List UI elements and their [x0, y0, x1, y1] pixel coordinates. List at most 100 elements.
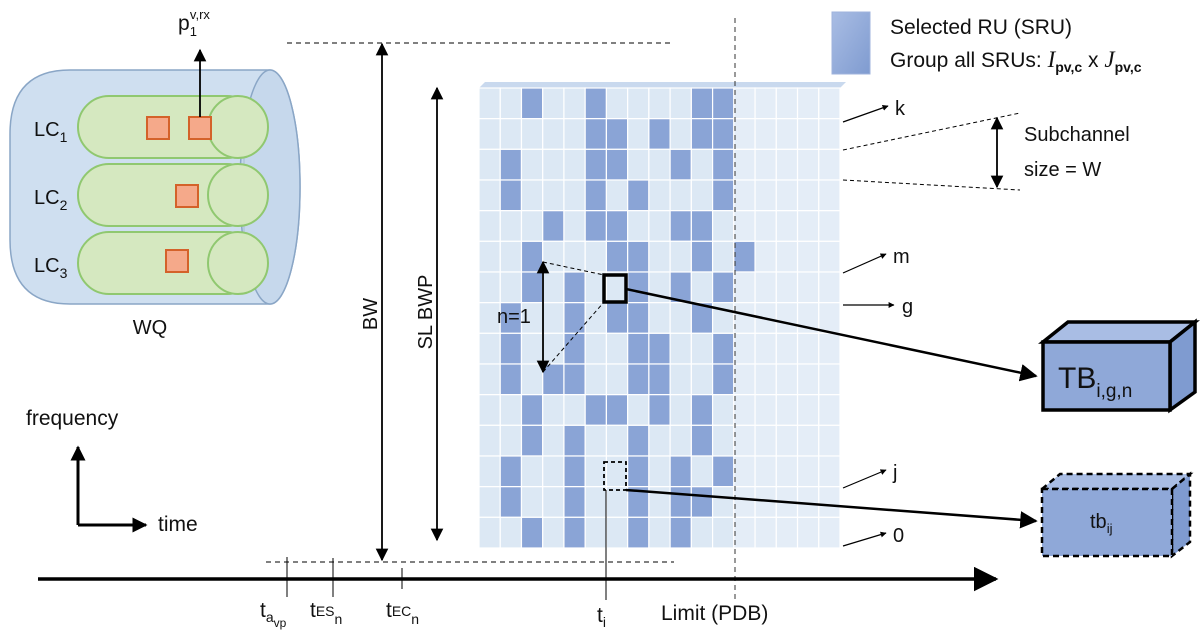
grid-cell	[584, 486, 608, 518]
legend-sru-text: Selected RU (SRU)	[890, 16, 1072, 39]
grid-cell	[542, 302, 565, 334]
axes-key: frequency time	[26, 407, 198, 536]
grid-cell	[818, 332, 841, 365]
grid-cell	[499, 210, 523, 242]
grid-cell	[733, 332, 756, 365]
grid-cell	[478, 271, 501, 304]
grid-cell	[648, 240, 671, 273]
grid-cell	[669, 87, 692, 120]
grid-cell	[648, 302, 671, 334]
grid-cell-selected	[563, 271, 586, 304]
grid-cell	[754, 148, 777, 181]
grid-cell	[796, 271, 820, 304]
grid-cell-selected	[711, 332, 735, 365]
grid-cell	[669, 240, 692, 273]
grid-cell	[584, 302, 608, 334]
grid-cell-selected	[563, 486, 586, 518]
grid-cell-selected	[563, 424, 586, 457]
row-label-m: m	[893, 246, 910, 268]
t-i-label: ti	[597, 604, 606, 630]
grid-cell	[754, 179, 777, 212]
grid-cell-selected	[627, 424, 650, 457]
grid-cell	[499, 516, 523, 549]
lc3-label: LC3	[34, 255, 68, 281]
grid-cell-selected	[711, 118, 735, 150]
grid-cell	[733, 87, 756, 120]
grid-cell-selected	[711, 271, 735, 304]
t-ec-label: tECn	[386, 599, 419, 627]
t-es-label: tESn	[310, 599, 342, 627]
grid-cell	[627, 87, 650, 120]
grid-cell	[733, 455, 756, 488]
packet-label: p1v,rx	[178, 7, 210, 39]
grid-cell-selected	[690, 210, 714, 242]
grid-cell	[775, 302, 799, 334]
grid-cell	[499, 87, 523, 120]
packet-square	[188, 116, 212, 140]
grid-cell	[478, 87, 501, 120]
grid-cell	[733, 394, 756, 426]
grid-cell-selected	[733, 240, 756, 273]
grid-cell	[775, 455, 799, 488]
grid-cell	[542, 179, 565, 212]
grid-cell	[690, 455, 714, 488]
grid-cell	[478, 516, 501, 549]
grid-cell-selected	[499, 455, 523, 488]
grid-cell-selected	[563, 332, 586, 365]
grid-cell-selected	[520, 394, 544, 426]
grid-cell	[478, 179, 501, 212]
grid-cell-selected	[605, 118, 629, 150]
grid-cell-selected	[584, 87, 608, 120]
grid-cell-selected	[690, 87, 714, 120]
subchannel-label-line2: size = W	[1024, 159, 1101, 181]
grid-cell-selected	[563, 302, 586, 334]
grid-cell-selected	[605, 240, 629, 273]
grid-cell	[796, 87, 820, 120]
grid-cell	[818, 271, 841, 304]
grid-cell	[690, 179, 714, 212]
grid-cell	[669, 363, 692, 396]
grid-cell-selected	[711, 363, 735, 396]
grid-cell	[478, 455, 501, 488]
grid-cell	[648, 424, 671, 457]
grid-cell	[733, 271, 756, 304]
grid-cell	[754, 210, 777, 242]
grid-cell-selected	[669, 148, 692, 181]
grid-cell-selected	[605, 210, 629, 242]
grid-cell	[690, 516, 714, 549]
grid-cell	[627, 394, 650, 426]
grid-cell-selected	[648, 118, 671, 150]
grid-cell	[733, 179, 756, 212]
grid-cell-selected	[542, 363, 565, 396]
grid-cell	[605, 424, 629, 457]
subchannel-label-line1: Subchannel	[1024, 124, 1130, 146]
grid-cell	[542, 271, 565, 304]
row-label-j: j	[892, 462, 897, 484]
grid-cell	[520, 179, 544, 212]
grid-cell-selected	[520, 516, 544, 549]
highlight-tb-small-cell	[603, 461, 627, 491]
grid-cell	[648, 210, 671, 242]
tb-big-label: TBi,g,n	[1058, 362, 1132, 402]
grid-cell	[605, 179, 629, 212]
grid-cell	[818, 516, 841, 549]
t-avp-label: tavp	[260, 599, 287, 630]
grid-cell	[754, 271, 777, 304]
grid-cell	[563, 394, 586, 426]
grid-cell	[520, 486, 544, 518]
grid-cell-selected	[499, 332, 523, 365]
grid-cell	[648, 179, 671, 212]
grid-cell-selected	[627, 179, 650, 212]
grid-cell-selected	[605, 302, 629, 334]
grid-cell	[754, 118, 777, 150]
grid-cell	[478, 363, 501, 396]
grid-cell-selected	[690, 424, 714, 457]
sl-bwp-marker: SL BWP	[415, 86, 444, 542]
grid-cell	[733, 516, 756, 549]
grid-cell	[796, 118, 820, 150]
grid-cell	[733, 424, 756, 457]
grid-cell	[733, 210, 756, 242]
grid-cell	[690, 271, 714, 304]
grid-cell	[818, 87, 841, 120]
grid-cell	[711, 240, 735, 273]
